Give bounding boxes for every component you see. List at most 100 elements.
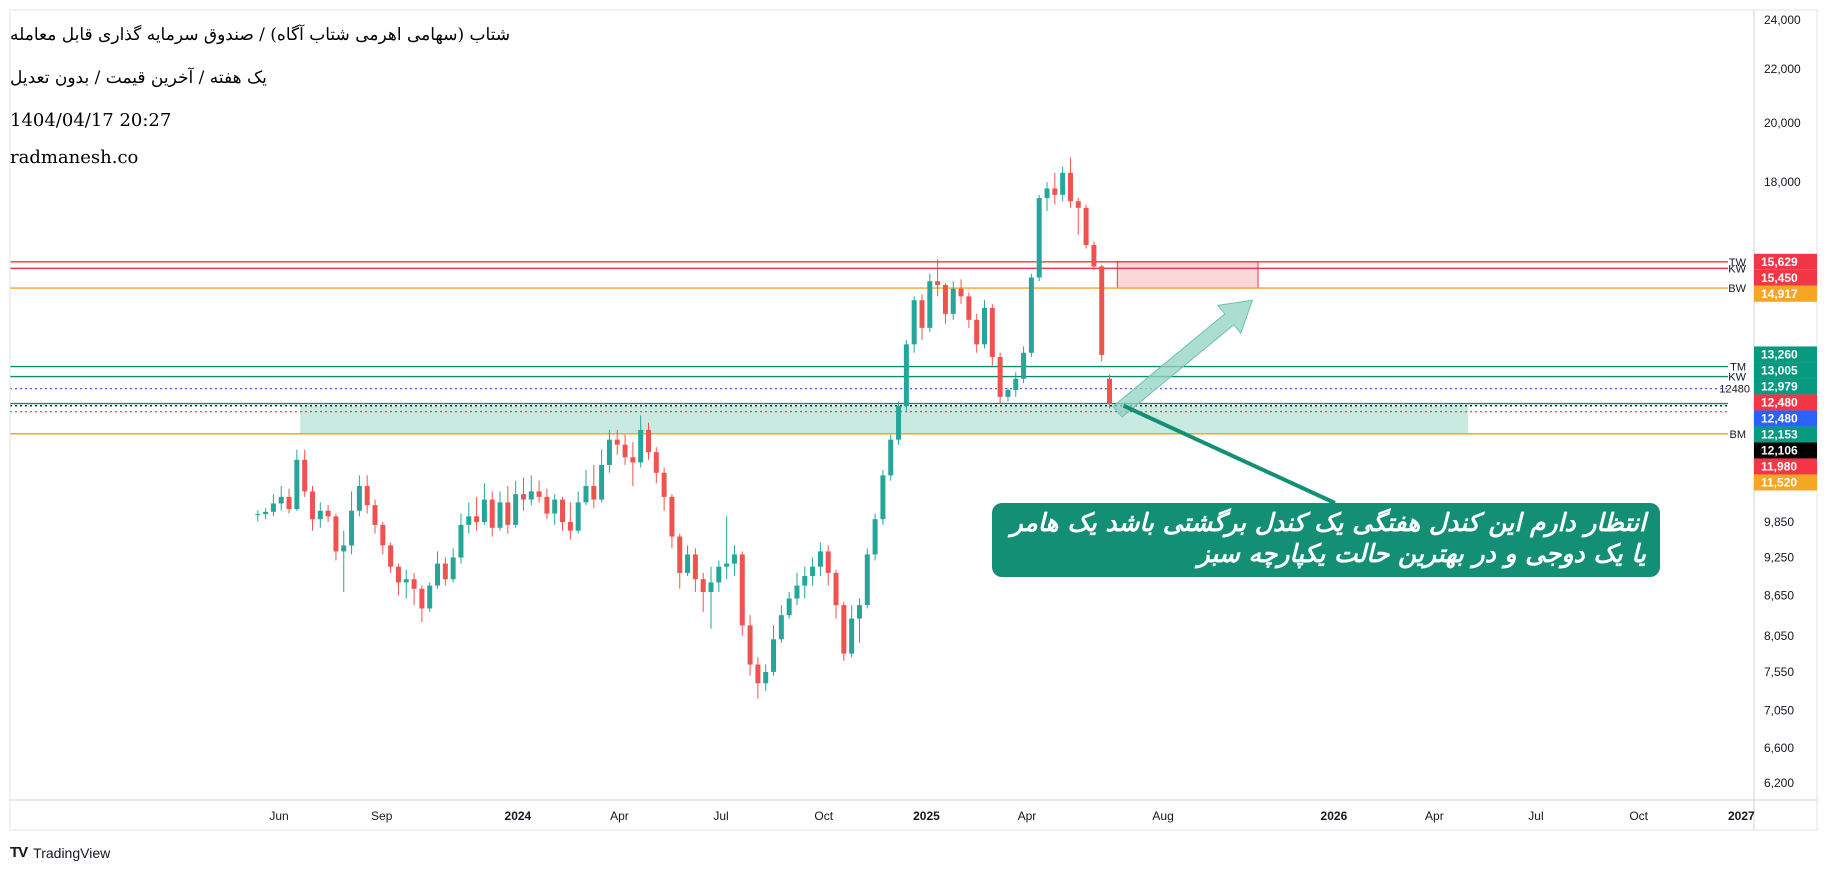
price-badge-8: 12,153: [1754, 426, 1817, 443]
candle-body: [536, 491, 542, 497]
candle-body: [356, 486, 362, 511]
candle-body: [645, 429, 651, 453]
candle-52: [661, 467, 667, 511]
candle-83: [903, 340, 909, 411]
candle-28: [474, 496, 480, 531]
candle-41: [575, 491, 581, 534]
candle-body: [380, 524, 386, 546]
time-tick-10: Apr: [1425, 809, 1444, 823]
candle-96: [1005, 387, 1011, 402]
candle-67: [778, 605, 784, 643]
price-badge-label: 14,917: [1761, 287, 1798, 301]
price-badge-bg: [1754, 362, 1817, 379]
candle-43: [591, 464, 597, 508]
candles-layer: [255, 157, 1113, 699]
candle-body: [388, 545, 394, 567]
price-tick-5: 8,650: [1764, 588, 1794, 602]
candle-body: [755, 664, 761, 684]
callout-pointer-line: [1122, 403, 1336, 505]
price-badge-10: 11,980: [1754, 458, 1817, 475]
candle-body: [1036, 198, 1042, 278]
resistance-zone: [1116, 261, 1259, 289]
price-badge-bg: [1754, 253, 1817, 270]
level-label-2: BW: [1728, 283, 1746, 295]
candle-body: [458, 524, 464, 558]
price-badge-label: 12,480: [1761, 411, 1798, 425]
candle-body: [294, 459, 300, 510]
candle-body: [825, 551, 831, 573]
candle-body: [1052, 188, 1058, 195]
candle-body: [513, 494, 519, 525]
candle-59: [716, 560, 722, 593]
price-badge-label: 13,005: [1761, 363, 1798, 377]
candle-body: [544, 496, 550, 514]
candle-body: [864, 554, 870, 606]
candle-55: [685, 545, 691, 577]
candle-45: [606, 429, 612, 473]
price-tick-14: 20,000: [1764, 116, 1801, 130]
candle-body: [411, 579, 417, 589]
candle-16: [380, 522, 386, 555]
candle-body: [333, 516, 339, 552]
price-tick-1: 6,600: [1764, 741, 1794, 755]
candle-72: [817, 542, 823, 577]
candle-body: [427, 585, 433, 609]
candle-10: [333, 513, 339, 561]
chart-subtitle: یک هفته / آخرین قیمت / بدون تعدیل: [10, 68, 267, 88]
candle-body: [1013, 378, 1019, 390]
candle-body: [349, 510, 355, 546]
candle-body: [560, 499, 566, 523]
candle-body: [1091, 245, 1097, 267]
candle-68: [786, 592, 792, 619]
candle-body: [716, 566, 722, 583]
candle-81: [888, 434, 894, 481]
candle-12: [349, 491, 355, 555]
candle-84: [911, 296, 917, 353]
candle-body: [661, 472, 667, 497]
candle-74: [833, 569, 839, 619]
candle-body: [739, 554, 745, 626]
candle-body: [395, 566, 401, 583]
candle-97: [1013, 372, 1019, 397]
candle-51: [653, 447, 659, 484]
candle-body: [583, 486, 589, 503]
candle-106: [1083, 204, 1089, 249]
candle-36: [536, 480, 542, 503]
candle-body: [708, 582, 714, 593]
tradingview-branding[interactable]: TV TradingView: [10, 844, 110, 861]
candle-body: [942, 284, 948, 314]
time-tick-3: Apr: [610, 809, 629, 823]
candle-body: [255, 514, 261, 516]
price-badge-5: 12,979: [1754, 378, 1817, 395]
candle-46: [614, 429, 620, 455]
candle-48: [630, 442, 636, 487]
candle-body: [599, 464, 605, 500]
chart-title: شتاب (سهامی اهرمی شتاب آگاه) / صندوق سرم…: [10, 25, 511, 45]
candle-22: [427, 582, 433, 612]
candle-body: [466, 516, 472, 525]
price-badge-label: 12,106: [1761, 443, 1798, 457]
candle-2: [270, 494, 276, 517]
candle-108: [1099, 264, 1105, 362]
candle-body: [935, 281, 941, 285]
candle-17: [388, 542, 394, 573]
price-tick-13: 18,000: [1764, 175, 1801, 189]
candle-body: [966, 296, 972, 320]
candle-50: [645, 422, 651, 460]
candle-body: [653, 452, 659, 473]
candle-3: [278, 486, 284, 511]
price-badge-bg: [1754, 442, 1817, 459]
candle-body: [552, 499, 558, 514]
candle-44: [599, 449, 605, 503]
candle-body: [677, 536, 683, 573]
candle-body: [528, 491, 534, 500]
price-tick-0: 6,200: [1764, 776, 1794, 790]
candle-1: [263, 507, 269, 520]
candle-body: [958, 288, 964, 297]
candle-91: [966, 292, 972, 328]
candle-101: [1044, 182, 1050, 212]
candle-body: [364, 486, 370, 506]
candle-8: [317, 502, 323, 528]
candle-31: [497, 491, 503, 531]
